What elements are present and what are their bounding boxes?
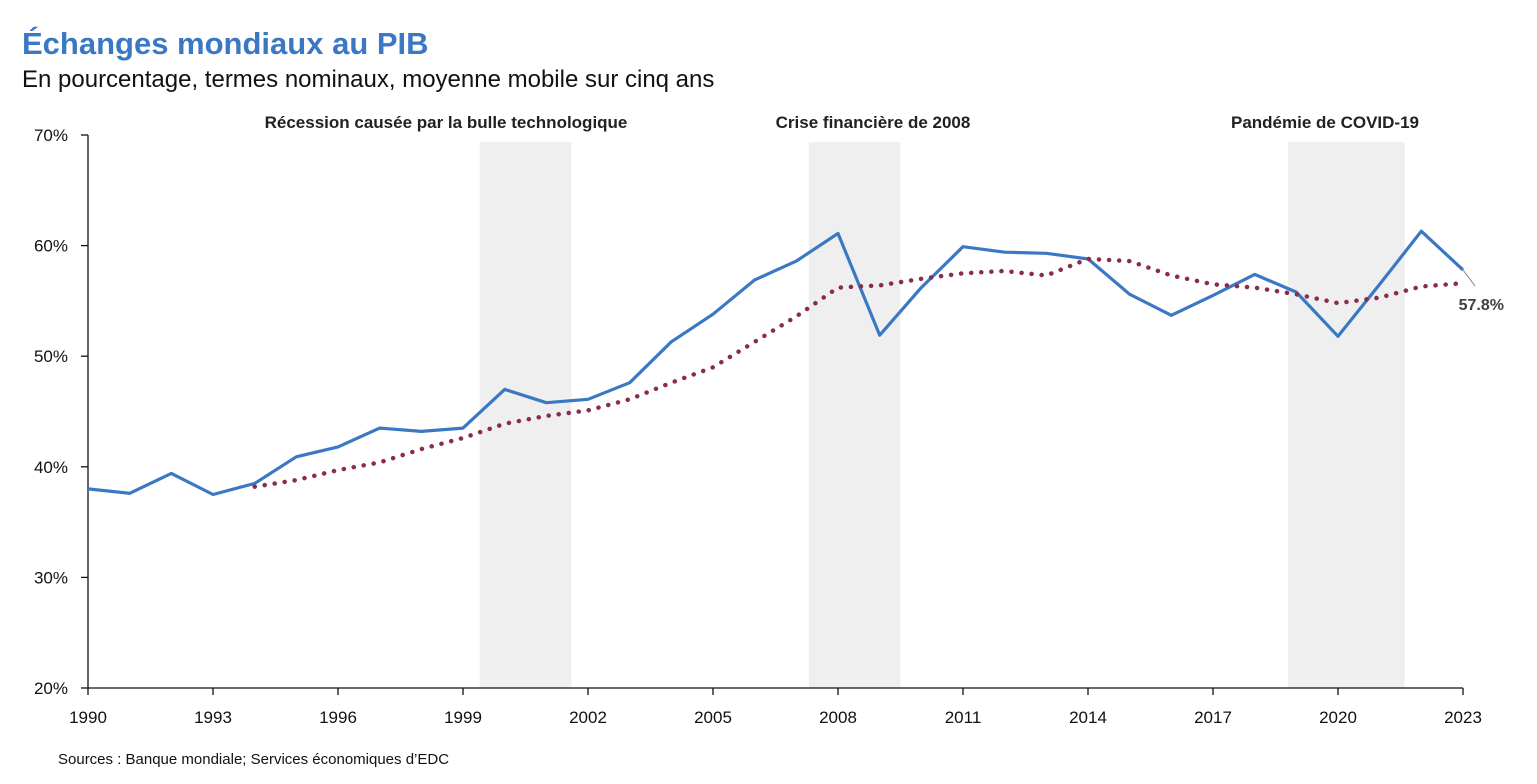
x-tick-label: 2017 xyxy=(1194,708,1232,727)
y-tick-label: 30% xyxy=(34,568,68,587)
shaded-periods xyxy=(479,142,1405,688)
end-label-leader xyxy=(1462,269,1476,287)
trade-to-gdp-line xyxy=(87,229,1465,497)
chart-subtitle: En pourcentage, termes nominaux, moyenne… xyxy=(22,66,715,93)
x-tick-label: 1996 xyxy=(319,708,357,727)
y-tick-label: 50% xyxy=(34,347,68,366)
x-tick-label: 2011 xyxy=(945,708,982,727)
shaded-period-1 xyxy=(479,142,572,688)
y-tick-label: 20% xyxy=(34,679,68,698)
x-tick-label: 2014 xyxy=(1069,708,1107,727)
x-tick-label: 2002 xyxy=(569,708,607,727)
shaded-period-2 xyxy=(808,142,901,688)
moving-average-line xyxy=(252,256,1466,489)
chart-labels: Récession causée par la bulle technologi… xyxy=(265,113,1504,314)
x-tick-label: 2005 xyxy=(694,708,732,727)
shaded-period-3 xyxy=(1288,142,1405,688)
x-tick-label: 1990 xyxy=(69,708,107,727)
shaded-period-label-1: Récession causée par la bulle technologi… xyxy=(265,113,628,132)
x-tick-label: 2020 xyxy=(1319,708,1357,727)
chart-title: Échanges mondiaux au PIB xyxy=(22,26,429,61)
y-tick-label: 60% xyxy=(34,237,68,256)
x-tick-label: 2023 xyxy=(1444,708,1482,727)
series-lines xyxy=(87,229,1466,497)
shaded-period-label-2: Crise financière de 2008 xyxy=(776,113,971,132)
end-value-label: 57.8% xyxy=(1459,297,1504,314)
axes: 20% 30% 40% 50% 60% 70% 1990 1993 1996 1999 2002 20… xyxy=(34,126,1482,727)
x-tick-label: 1993 xyxy=(194,708,232,727)
y-tick-label: 70% xyxy=(34,126,68,145)
chart-source: Sources : Banque mondiale; Services écon… xyxy=(58,751,450,768)
shaded-period-label-3: Pandémie de COVID-19 xyxy=(1231,113,1419,132)
x-tick-label: 2008 xyxy=(819,708,857,727)
y-tick-label: 40% xyxy=(34,458,68,477)
x-tick-label: 1999 xyxy=(444,708,482,727)
